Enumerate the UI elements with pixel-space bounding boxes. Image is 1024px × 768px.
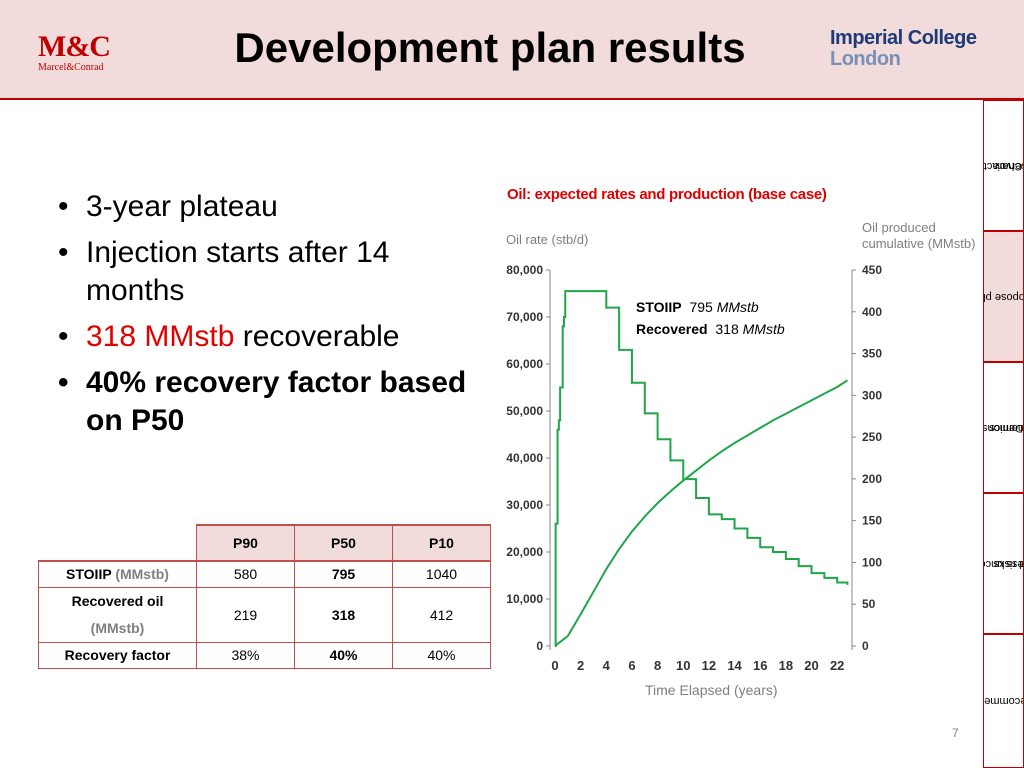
chart-x-tick-label: 20 bbox=[804, 658, 818, 673]
chart-title: Oil: expected rates and production (base… bbox=[507, 186, 827, 203]
chart-y-tick-label: 0 bbox=[536, 639, 543, 653]
table-header-row: P90 P50 P10 bbox=[38, 524, 491, 562]
chart-y-tick-label: 70,000 bbox=[506, 310, 543, 324]
annotation-unit: MMstb bbox=[716, 299, 759, 315]
chart-x-tick-label: 12 bbox=[702, 658, 716, 673]
mc-logo-subtext: Marcel&Conrad bbox=[38, 62, 104, 73]
table-header-cell: P10 bbox=[392, 524, 491, 562]
chart-x-tick-label: 22 bbox=[830, 658, 844, 673]
table-row: Recovered oil (MMstb) 219 318 412 bbox=[38, 586, 491, 643]
tab-recommend[interactable]: Recommend bbox=[983, 634, 1024, 768]
section-tabs: Characterisereservoir Propose plan Demon… bbox=[983, 100, 1024, 768]
slide-header: M&C Marcel&Conrad Development plan resul… bbox=[0, 0, 1024, 100]
table-cell: 795 bbox=[294, 560, 393, 588]
imperial-college-logo-line2: London bbox=[830, 48, 901, 70]
bullet-recoverable: • 318 MMstb recoverable bbox=[58, 320, 400, 353]
annotation-line-recovered: Recovered 318 MMstb bbox=[636, 318, 785, 340]
bullet-text: 3-year plateau bbox=[86, 190, 278, 223]
bullet-recovery-factor: • 40% recovery factor based on P50 bbox=[58, 366, 467, 437]
chart-y2-tick-label: 200 bbox=[862, 472, 882, 486]
tab-assess-uncertainties[interactable]: Assess uncertaintiesand risks bbox=[983, 493, 1024, 634]
chart-y2-tick-label: 250 bbox=[862, 430, 882, 444]
tab-propose-plan[interactable]: Propose plan bbox=[983, 231, 1024, 362]
chart-x-tick-label: 10 bbox=[676, 658, 690, 673]
row-label-unit: (MMstb) bbox=[90, 619, 145, 636]
bullet-text: Injection starts after 14 months bbox=[86, 236, 390, 307]
slide-title: Development plan results bbox=[234, 24, 746, 71]
oil-rate-line bbox=[554, 290, 849, 647]
table-cell: 580 bbox=[196, 560, 295, 588]
chart-x-tick-label: 18 bbox=[779, 658, 793, 673]
chart-y2-axis-label: Oil produced cumulative (MMstb) bbox=[862, 220, 976, 251]
annotation-value: 318 bbox=[715, 321, 739, 337]
annotation-label: Recovered bbox=[636, 321, 708, 337]
cumulative-production-line bbox=[554, 379, 848, 647]
bullet-list: • 3-year plateau • Injection starts after … bbox=[58, 188, 478, 448]
chart-x-tick-label: 14 bbox=[727, 658, 742, 673]
chart-y2-tick-label: 450 bbox=[862, 263, 882, 277]
chart-x-tick-label: 16 bbox=[753, 658, 767, 673]
mc-logo-mark: M&C bbox=[38, 30, 111, 63]
chart-y-tick-label: 60,000 bbox=[506, 357, 543, 371]
table-cell: 412 bbox=[392, 586, 491, 643]
chart-y2-tick-label: 150 bbox=[862, 514, 882, 528]
imperial-college-logo-line1: Imperial College bbox=[830, 27, 977, 49]
chart-x-tick-label: 8 bbox=[654, 658, 661, 673]
table-cell: 219 bbox=[196, 586, 295, 643]
annotation-label: STOIIP bbox=[636, 299, 682, 315]
chart-y2-tick-label: 300 bbox=[862, 388, 882, 402]
table-row: Recovery factor 38% 40% 40% bbox=[38, 641, 491, 669]
imperial-college-logo: Imperial College London bbox=[830, 28, 1000, 70]
table-cell: 318 bbox=[294, 586, 393, 643]
table-cell: 40% bbox=[392, 641, 491, 669]
chart-y2-tick-label: 400 bbox=[862, 305, 882, 319]
chart-x-tick-label: 0 bbox=[551, 658, 558, 673]
bullet-text: recoverable bbox=[234, 320, 400, 353]
chart-x-axis-label: Time Elapsed (years) bbox=[645, 682, 778, 698]
chart-y2-tick-label: 0 bbox=[862, 639, 869, 653]
chart-y-tick-label: 40,000 bbox=[506, 451, 543, 465]
table-row: STOIIP (MMstb) 580 795 1040 bbox=[38, 560, 491, 588]
mc-logo: M&C Marcel&Conrad bbox=[38, 30, 111, 74]
chart-x-tick-label: 2 bbox=[577, 658, 584, 673]
row-label-text: Recovery factor bbox=[64, 647, 171, 663]
table-header-cell: P50 bbox=[294, 524, 393, 562]
chart-annotation: STOIIP 795 MMstb Recovered 318 MMstb bbox=[636, 296, 785, 340]
annotation-line-stoiip: STOIIP 795 MMstb bbox=[636, 296, 785, 318]
bullet-highlight: 318 MMstb bbox=[86, 320, 235, 353]
bullet-injection: • Injection starts after 14 months bbox=[58, 236, 390, 307]
chart-y-tick-label: 50,000 bbox=[506, 404, 543, 418]
chart-y2-tick-label: 50 bbox=[862, 597, 876, 611]
chart-y-tick-label: 20,000 bbox=[506, 545, 543, 559]
bullet-plateau: • 3-year plateau bbox=[58, 190, 278, 223]
annotation-unit: MMstb bbox=[742, 321, 785, 337]
row-label-unit: (MMstb) bbox=[115, 566, 169, 583]
chart-x-tick-label: 6 bbox=[628, 658, 635, 673]
table-row-label: Recovered oil (MMstb) bbox=[38, 586, 197, 643]
chart-y2-tick-label: 350 bbox=[862, 347, 882, 361]
chart-y2-tick-label: 100 bbox=[862, 555, 882, 569]
row-label-text: STOIIP bbox=[66, 566, 112, 583]
results-table: P90 P50 P10 STOIIP (MMstb) 580 795 1040 … bbox=[38, 524, 491, 669]
chart-y-tick-label: 10,000 bbox=[506, 592, 543, 606]
table-cell: 38% bbox=[196, 641, 295, 669]
table-cell: 40% bbox=[294, 641, 393, 669]
annotation-value: 795 bbox=[689, 299, 713, 315]
row-label-text: Recovered oil bbox=[71, 592, 164, 609]
table-corner bbox=[38, 525, 197, 562]
chart-y-tick-label: 30,000 bbox=[506, 498, 543, 512]
page-number: 7 bbox=[952, 726, 959, 740]
chart-x-tick-label: 4 bbox=[603, 658, 611, 673]
chart-y-axis-label: Oil rate (stb/d) bbox=[506, 232, 589, 247]
bullet-text: 40% recovery factor based on P50 bbox=[86, 366, 467, 437]
table-header-cell: P90 bbox=[196, 524, 295, 562]
table-row-label: STOIIP (MMstb) bbox=[38, 560, 197, 588]
chart-y-tick-label: 80,000 bbox=[506, 263, 543, 277]
